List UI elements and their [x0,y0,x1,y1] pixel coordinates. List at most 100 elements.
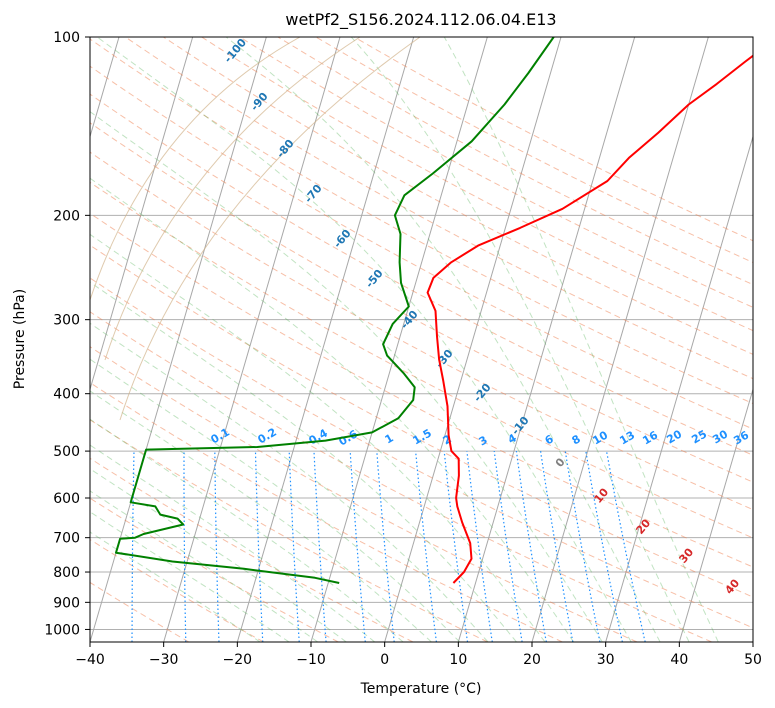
mixing-ratio-label: 0.1 [209,425,232,446]
mixing-ratio-line [540,451,574,642]
mixing-ratio-line [605,450,646,642]
dry-adiabat-line [90,419,488,642]
mixing-ratio-label: 0.2 [256,425,279,446]
isotherm-line [531,37,709,642]
mixing-ratio-label: 3 [477,433,490,448]
moist-adiabat-line [90,490,319,642]
dry-adiabat-line [90,538,264,642]
isotherm-line [752,640,753,642]
mixing-ratio-line [443,451,469,642]
dry-adiabat-line [90,277,753,629]
dry-adiabat-line [90,93,753,456]
plot-frame [89,36,754,643]
y-tick-label: 200 [53,208,80,224]
background-lines [90,37,753,642]
moist-adiabat-line [90,322,489,642]
saturation-curve [104,37,361,361]
dry-adiabat-line [90,497,339,642]
dry-adiabat-line [90,38,753,405]
moist-adiabat-line [225,37,661,642]
dry-adiabat-line [90,311,712,642]
moist-adiabat-line [90,111,603,642]
moist-adiabat-line [90,233,546,642]
mixing-ratio-line [585,450,623,642]
x-axis-label: Temperature (°C) [360,681,482,697]
dry-adiabat-line [277,37,753,286]
saturation-curve [119,37,421,421]
moist-adiabat-label: 30 [676,545,696,565]
isotherm-line [384,37,562,642]
moist-adiabat-label: 40 [722,576,742,596]
moist-adiabat-line [350,37,690,642]
dry-adiabat-line [125,37,753,380]
chart-title: wetPf2_S156.2024.112.06.04.E13 [285,10,556,30]
mixing-ratio-label: 1 [383,431,396,446]
dry-adiabat-label: -40 [398,308,421,332]
y-tick-label: 600 [53,491,80,507]
mixing-ratio-line [564,451,601,642]
temperature-profile-line [426,54,753,584]
dry-adiabat-line [90,65,753,430]
dry-adiabat-line [90,151,753,511]
x-tick-label: −10 [296,652,326,668]
sounding-profiles [115,37,753,584]
isotherm-line [163,37,341,642]
mixing-ratio-label: 2 [441,432,454,447]
mixing-ratio-line [349,451,366,642]
isotherm-line [457,37,636,642]
mixing-ratio-line [466,451,493,642]
dry-adiabat-label: -50 [363,267,386,291]
moist-adiabat-line [96,37,632,642]
mixing-ratio-label: 1.5 [411,426,434,447]
y-tick-label: 1000 [44,622,80,638]
x-tick-label: −40 [75,652,105,668]
isotherm-line [90,37,194,392]
mixing-ratio-line [376,451,395,642]
y-tick-label: 500 [53,444,80,460]
moist-adiabat-line [90,418,404,642]
moist-adiabat-line [90,177,575,642]
x-tick-label: 50 [744,652,762,668]
y-tick-label: 700 [53,531,80,547]
axis-ticks: −40 −30 −20 −10 0 10 20 30 40 5010009008007006005… [44,30,762,668]
y-tick-label: 400 [53,387,80,403]
dry-adiabat-line [90,212,753,568]
dry-adiabat-line [353,37,753,242]
mixing-ratio-line [415,451,437,642]
dry-adiabat-line [90,244,753,598]
dry-adiabat-line [90,581,190,642]
isotherm-line [236,37,415,642]
mixing-ratio-line [493,451,523,642]
mixing-ratio-line [254,451,264,642]
mixing-ratio-line [288,451,300,642]
y-tick-label: 100 [53,30,80,46]
x-tick-label: 20 [523,652,541,668]
y-tick-label: 900 [53,595,80,611]
moist-adiabat-label: 20 [633,516,653,536]
moist-adiabat-line [90,468,347,642]
moist-adiabat-label: 0 [553,455,568,469]
x-tick-label: 30 [597,652,615,668]
mixing-ratio-label: 0.4 [307,426,331,447]
y-axis-label: Pressure (hPa) [12,289,28,389]
dry-adiabat-label: -90 [248,90,271,114]
y-tick-label: 300 [53,313,80,329]
saturation-curve [90,37,301,301]
dry-adiabat-line [90,346,638,642]
x-tick-label: −30 [149,652,179,668]
moist-adiabat-line [90,511,290,642]
x-tick-label: −20 [223,652,253,668]
mixing-ratio-label: 8 [570,432,583,447]
moist-adiabat-line [90,281,517,642]
mixing-ratio-label: 6 [543,432,556,447]
dry-adiabat-label: -70 [302,182,325,206]
dry-adiabat-line [90,122,753,483]
mixing-ratio-label: 36 [731,428,751,447]
mixing-ratio-label: 25 [689,428,709,447]
dry-adiabat-label: -80 [274,137,297,161]
moist-adiabat-line [90,444,376,642]
x-tick-label: 40 [670,652,688,668]
dry-adiabat-line [90,181,753,539]
dry-adiabat-line [239,37,753,308]
